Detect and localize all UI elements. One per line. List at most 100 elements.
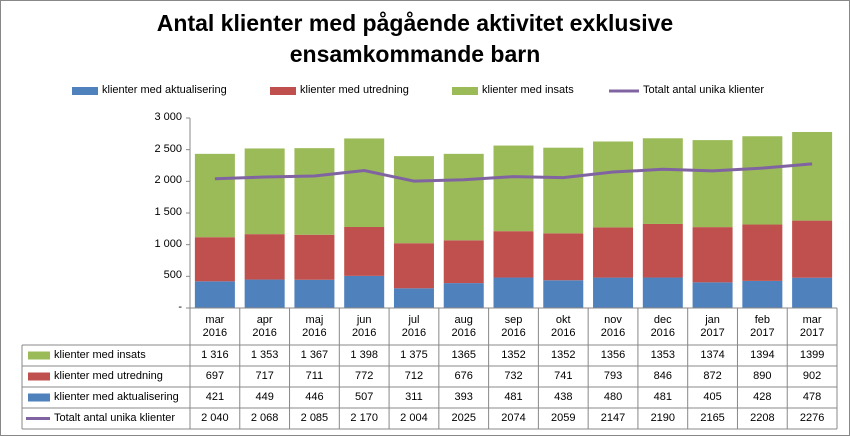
y-tick-label: - — [178, 301, 182, 313]
table-value: 902 — [802, 369, 822, 382]
bar — [393, 156, 434, 244]
bar — [244, 234, 285, 280]
table-value: 1356 — [600, 348, 626, 361]
bar — [194, 153, 235, 238]
bar — [642, 223, 683, 278]
bar — [443, 153, 484, 241]
table-value: 793 — [603, 369, 623, 382]
table-value: 1 398 — [350, 348, 378, 361]
bar — [642, 277, 683, 308]
bar — [792, 277, 833, 308]
table-value: 480 — [603, 390, 623, 403]
x-tick-label: mar 2017 — [799, 314, 825, 339]
bar — [344, 275, 385, 308]
table-value: 1365 — [451, 348, 476, 361]
table-value: 1399 — [799, 348, 825, 361]
x-tick-label: jul 2016 — [401, 314, 427, 339]
bar — [344, 226, 385, 276]
table-value: 2025 — [451, 411, 476, 424]
x-tick-label: dec 2016 — [650, 314, 676, 339]
bar — [692, 282, 733, 308]
table-value: 2 085 — [300, 411, 329, 424]
table-row-label: klienter med aktualisering — [54, 390, 179, 403]
table-value: 2 170 — [350, 411, 378, 424]
table-value: 712 — [404, 369, 424, 382]
bar — [543, 233, 584, 281]
table-value: 697 — [205, 369, 225, 382]
bar — [543, 147, 584, 234]
table-value: 2147 — [600, 411, 626, 424]
table-value: 2 068 — [250, 411, 279, 424]
x-tick-label: feb 2017 — [750, 314, 775, 339]
bar — [443, 283, 484, 308]
legend-key — [72, 87, 98, 95]
bar — [593, 227, 634, 278]
table-key — [28, 393, 50, 402]
bar — [493, 231, 534, 278]
bar — [742, 136, 783, 225]
bar — [294, 234, 335, 280]
table-value: 2276 — [799, 411, 825, 424]
y-tick-label: 2 000 — [154, 174, 182, 187]
table-value: 1352 — [501, 348, 526, 361]
x-tick-label: nov 2016 — [600, 314, 626, 339]
table-value: 2208 — [750, 411, 775, 424]
y-tick-label: 3 000 — [154, 111, 182, 123]
table-value: 872 — [703, 369, 722, 382]
table-value: 711 — [305, 369, 324, 382]
table-value: 421 — [205, 390, 225, 403]
table-value: 2059 — [551, 411, 576, 424]
bar — [642, 138, 683, 224]
bar — [792, 220, 833, 278]
bar — [294, 148, 335, 235]
table-value: 438 — [554, 390, 573, 403]
y-tick-label: 1 000 — [154, 237, 182, 250]
table-value: 481 — [653, 390, 672, 403]
table-value: 676 — [454, 369, 473, 382]
bar — [294, 279, 335, 308]
legend-label: klienter med utredning — [300, 84, 409, 96]
table-value: 1394 — [750, 348, 775, 361]
table-value: 2165 — [700, 411, 725, 424]
legend-label: klienter med insats — [482, 84, 574, 96]
y-tick-label: 500 — [163, 269, 182, 282]
bar — [692, 227, 733, 283]
bar — [593, 277, 634, 308]
x-tick-label: jan 2017 — [700, 314, 725, 339]
bar — [692, 140, 733, 228]
table-value: 846 — [653, 369, 672, 382]
bar — [543, 280, 584, 308]
table-value: 732 — [504, 369, 523, 382]
x-tick-label: maj 2016 — [302, 314, 327, 339]
table-value: 2190 — [650, 411, 676, 424]
x-tick-label: apr 2016 — [252, 314, 277, 339]
table-value: 478 — [802, 390, 822, 403]
table-value: 717 — [255, 369, 274, 382]
table-key — [28, 351, 50, 360]
bar — [244, 148, 285, 235]
y-tick-label: 2 500 — [154, 142, 182, 155]
table-value: 393 — [454, 390, 473, 403]
y-tick-label: 1 500 — [154, 206, 182, 218]
table-row-label: klienter med utredning — [54, 369, 163, 382]
legend-key — [270, 87, 296, 95]
x-tick-label: mar 2016 — [202, 314, 228, 339]
legend-key — [452, 87, 478, 95]
table-value: 890 — [753, 369, 772, 382]
table-value: 1353 — [650, 348, 676, 361]
table-value: 1 375 — [400, 348, 428, 361]
table-value: 1 367 — [300, 348, 329, 361]
table-row-label: Totalt antal unika klienter — [54, 411, 176, 424]
legend-label: Totalt antal unika klienter — [643, 84, 765, 96]
bar — [792, 131, 833, 221]
line-series — [214, 162, 813, 183]
bar — [393, 288, 434, 308]
table-value: 741 — [554, 369, 573, 382]
table-value: 1374 — [700, 348, 725, 361]
chart-title: Antal klienter med pågående aktivitet ex… — [156, 10, 674, 67]
table-value: 1 353 — [250, 348, 279, 361]
bar — [244, 279, 285, 308]
table-key — [28, 372, 50, 381]
bar — [344, 138, 385, 227]
